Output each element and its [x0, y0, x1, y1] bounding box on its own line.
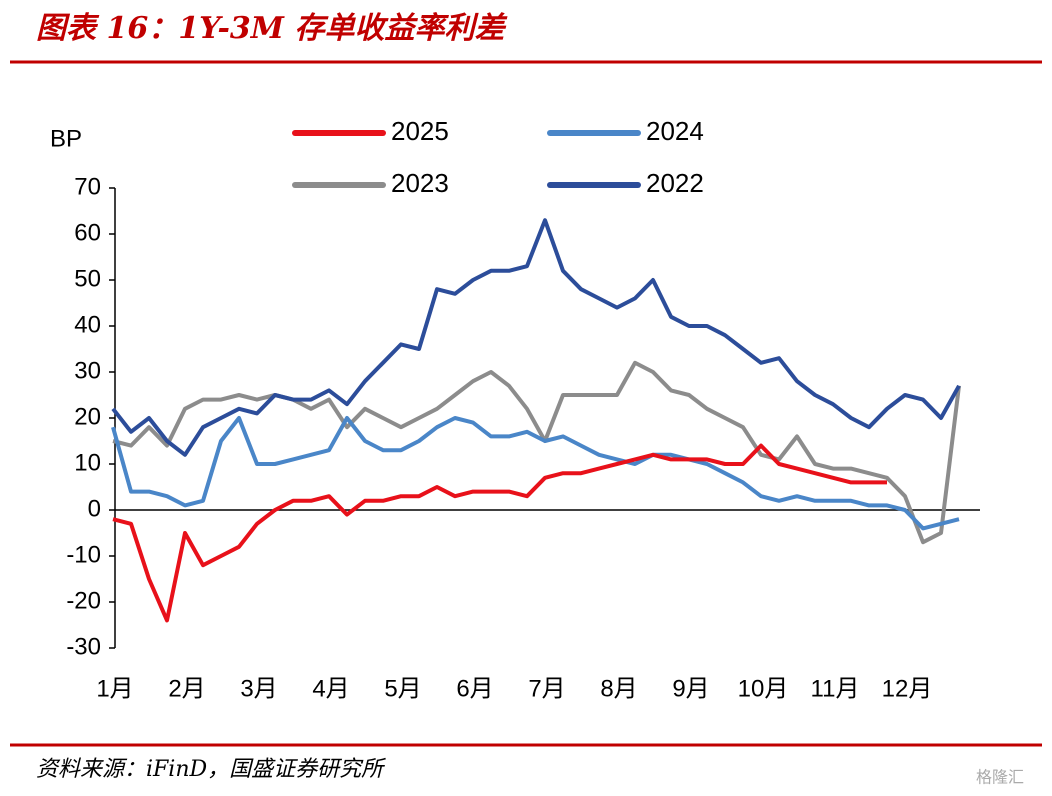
legend-label: 2023: [391, 168, 449, 198]
watermark: 格隆汇: [976, 768, 1024, 787]
x-tick-label: 11月: [811, 675, 860, 702]
x-tick-label: 7月: [528, 675, 565, 702]
x-tick-label: 2月: [168, 675, 205, 702]
x-tick-label: 9月: [672, 675, 709, 702]
y-tick-label: 70: [74, 173, 101, 200]
chart-title: 图表 16：1Y-3M 存单收益率利差: [36, 11, 508, 46]
x-tick-label: 12月: [882, 675, 933, 702]
source: 资料来源：iFinD，国盛证券研究所: [36, 757, 386, 782]
y-tick-label: 60: [74, 219, 101, 246]
x-tick-label: 4月: [312, 675, 349, 702]
y-tick-label: -10: [66, 541, 101, 568]
x-tick-label: 6月: [456, 675, 493, 702]
y-tick-label: 0: [88, 495, 101, 522]
y-tick-label: 10: [74, 449, 101, 476]
y-tick-label: -20: [66, 587, 101, 614]
y-tick-label: 50: [74, 265, 101, 292]
x-tick-label: 10月: [738, 675, 789, 702]
x-tick-label: 8月: [600, 675, 637, 702]
y-axis-label: BP: [50, 125, 82, 152]
x-tick-label: 3月: [240, 675, 277, 702]
legend-label: 2024: [646, 116, 704, 146]
y-tick-label: -30: [66, 633, 101, 660]
legend-label: 2025: [391, 116, 449, 146]
series-line: [111, 218, 961, 457]
legend-label: 2022: [646, 168, 704, 198]
series-line: [111, 416, 960, 531]
y-tick-label: 40: [74, 311, 101, 338]
x-tick-label: 1月: [96, 675, 133, 702]
y-tick-label: 20: [74, 403, 101, 430]
series-line: [112, 360, 961, 545]
x-tick-label: 5月: [384, 675, 421, 702]
series-line: [112, 443, 887, 623]
y-tick-label: 30: [74, 357, 101, 384]
